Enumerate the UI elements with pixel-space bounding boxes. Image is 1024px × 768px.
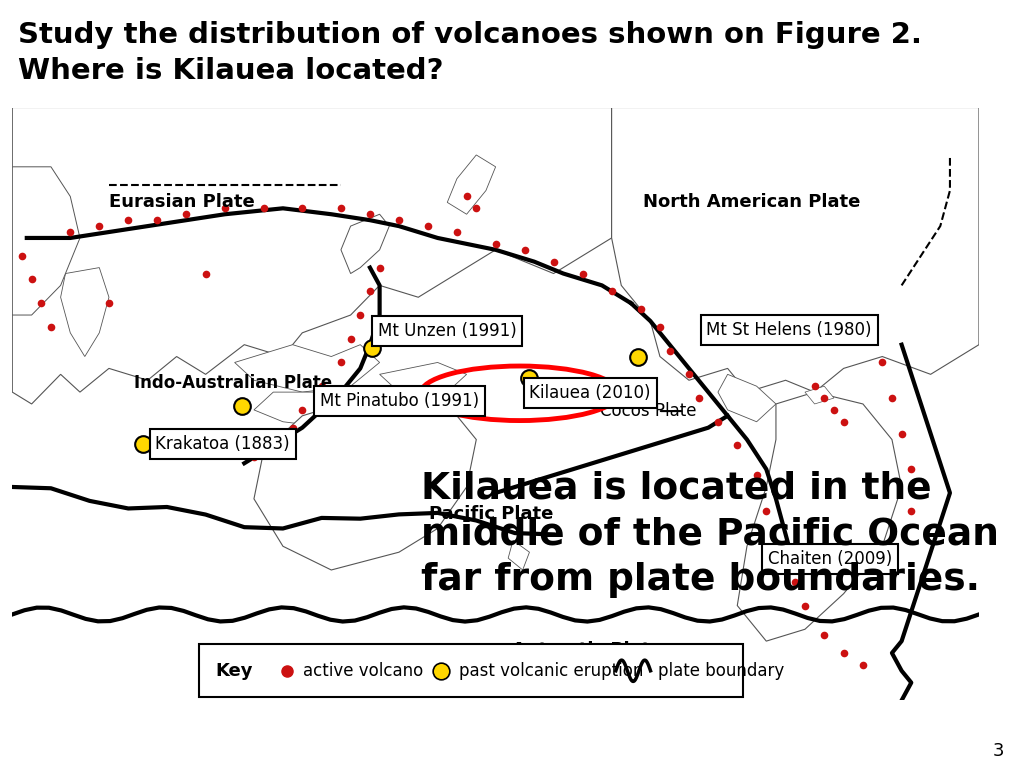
Text: Mt Pinatubo (1991): Mt Pinatubo (1991) — [319, 392, 479, 410]
Text: Krakatoa (1883): Krakatoa (1883) — [156, 435, 290, 453]
Text: Study the distribution of volcanoes shown on Figure 2.
Where is Kilauea located?: Study the distribution of volcanoes show… — [17, 22, 922, 84]
Polygon shape — [12, 167, 80, 315]
Polygon shape — [737, 392, 901, 641]
Text: Cocos Plate: Cocos Plate — [600, 402, 696, 420]
Text: Antarctic Plate: Antarctic Plate — [512, 641, 663, 659]
Text: Kilauea (2010): Kilauea (2010) — [529, 384, 651, 402]
Text: active volcano: active volcano — [303, 662, 424, 680]
Text: 3: 3 — [992, 742, 1005, 760]
Text: Indo-Australian Plate: Indo-Australian Plate — [133, 374, 332, 392]
FancyBboxPatch shape — [199, 644, 743, 697]
Text: past volcanic eruption: past volcanic eruption — [460, 662, 644, 680]
Polygon shape — [805, 386, 834, 404]
Text: Eurasian Plate: Eurasian Plate — [109, 194, 254, 211]
Text: Kilauea is located in the
middle of the Pacific Ocean
far from plate boundaries.: Kilauea is located in the middle of the … — [421, 471, 999, 598]
Polygon shape — [718, 374, 776, 422]
Text: Pacific Plate: Pacific Plate — [429, 505, 553, 523]
Polygon shape — [12, 108, 611, 404]
Text: plate boundary: plate boundary — [657, 662, 784, 680]
Text: Key: Key — [215, 662, 253, 680]
Text: North American Plate: North American Plate — [643, 194, 860, 211]
Polygon shape — [60, 267, 109, 356]
Polygon shape — [508, 541, 529, 570]
Polygon shape — [611, 108, 979, 392]
Polygon shape — [254, 392, 350, 428]
Text: Chaiten (2009): Chaiten (2009) — [768, 551, 893, 568]
Polygon shape — [254, 392, 476, 570]
Polygon shape — [341, 214, 389, 273]
Text: Mt Unzen (1991): Mt Unzen (1991) — [378, 322, 516, 340]
Text: Mt St Helens (1980): Mt St Helens (1980) — [707, 321, 871, 339]
Polygon shape — [234, 345, 380, 392]
Polygon shape — [447, 155, 496, 214]
Polygon shape — [380, 362, 467, 392]
